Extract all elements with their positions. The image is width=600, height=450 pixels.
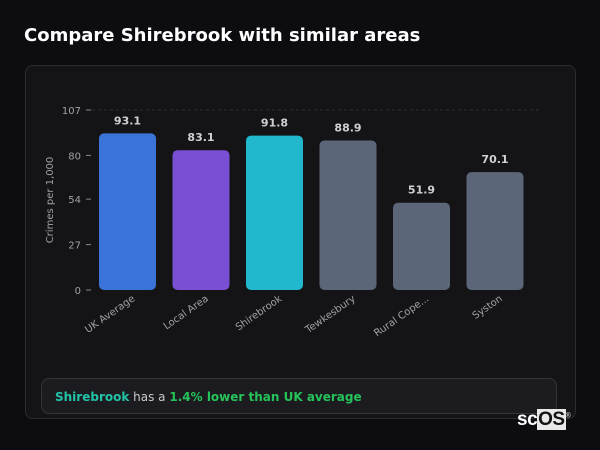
bar xyxy=(172,150,230,290)
page-title: Compare Shirebrook with similar areas xyxy=(24,25,421,46)
bar xyxy=(466,172,524,290)
bar xyxy=(319,140,377,290)
y-tick-label: 80 xyxy=(68,151,81,162)
y-tick-label: 54 xyxy=(68,195,81,206)
y-axis-label: Crimes per 1,000 xyxy=(45,157,56,244)
y-tick-label: 107 xyxy=(62,106,81,117)
comparison-summary: Shirebrook has a 1.4% lower than UK aver… xyxy=(41,378,557,414)
bar-value-label: 91.8 xyxy=(261,117,288,130)
summary-area: Shirebrook xyxy=(55,390,130,404)
x-tick-label: UK Average xyxy=(83,293,137,335)
x-tick-label: Tewkesbury xyxy=(303,293,358,336)
bar-value-label: 88.9 xyxy=(334,121,361,134)
bar xyxy=(393,202,450,290)
y-tick-label: 27 xyxy=(68,241,81,252)
x-tick-label: Shirebrook xyxy=(234,293,285,333)
bar-value-label: 51.9 xyxy=(408,184,435,197)
bar xyxy=(99,133,156,290)
bar xyxy=(246,135,303,290)
x-tick-label: Syston xyxy=(471,293,505,321)
summary-text: has a xyxy=(129,390,170,404)
x-tick-label: Rural Cope... xyxy=(372,293,431,339)
y-tick-label: 0 xyxy=(75,286,81,297)
x-tick-label: Local Area xyxy=(162,293,211,332)
scos-logo: scOS® xyxy=(517,409,571,430)
bar-value-label: 70.1 xyxy=(481,153,508,166)
bar-value-label: 83.1 xyxy=(187,131,214,144)
bar-value-label: 93.1 xyxy=(114,114,141,127)
summary-comparison: 1.4% lower than UK average xyxy=(169,390,362,404)
